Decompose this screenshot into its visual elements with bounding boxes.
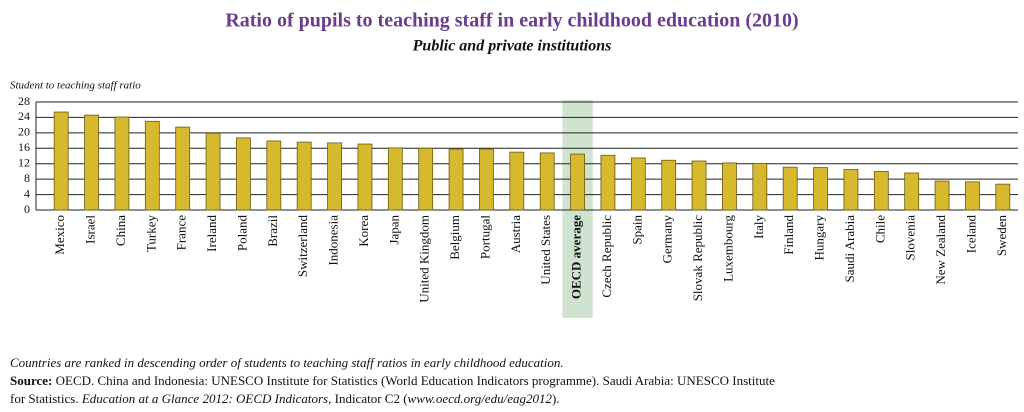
bar: [570, 153, 585, 211]
bar: [418, 147, 434, 211]
x-tick-label: Czech Republic: [599, 215, 614, 298]
y-tick-label: 28: [18, 94, 30, 108]
x-tick-label: Spain: [629, 215, 644, 245]
x-tick-label: New Zealand: [933, 215, 948, 285]
x-tick-label: Italy: [751, 215, 766, 239]
x-tick-label: Slovak Republic: [690, 215, 705, 302]
y-tick-label: 12: [18, 155, 30, 169]
x-tick-label: Sweden: [994, 215, 1009, 257]
bar: [327, 142, 342, 211]
x-tick-label: Japan: [386, 215, 401, 245]
x-tick-label: Saudi Arabia: [842, 215, 857, 283]
y-tick-label: 0: [24, 202, 30, 216]
bar: [84, 114, 99, 211]
x-tick-label: Portugal: [477, 215, 492, 259]
chart-title: Ratio of pupils to teaching staff in ear…: [225, 10, 798, 32]
x-tick-label: Ireland: [204, 215, 219, 252]
source-text: for Statistics.: [10, 391, 82, 406]
source-text: Education at a Glance 2012: OECD Indicat…: [81, 391, 328, 406]
x-tick-label: Iceland: [963, 215, 978, 254]
y-tick-label: 8: [24, 171, 30, 185]
x-tick-label: Turkey: [143, 215, 158, 253]
bar: [782, 166, 798, 211]
bar: [509, 151, 525, 211]
bar: [873, 171, 889, 211]
source-line: Source: OECD. China and Indonesia: UNESC…: [10, 373, 775, 388]
x-tick-label: Luxembourg: [720, 215, 735, 282]
bar: [175, 126, 191, 211]
bar: [630, 157, 646, 211]
x-tick-label: Germany: [660, 215, 675, 264]
bar: [934, 180, 950, 211]
x-tick-label: Israel: [83, 215, 98, 244]
note: Countries are ranked in descending order…: [10, 355, 564, 370]
x-tick-label: Switzerland: [295, 215, 310, 278]
x-tick-label: Indonesia: [326, 215, 341, 266]
y-tick-label: 16: [18, 140, 30, 154]
y-tick-label: 24: [18, 109, 30, 123]
bar: [387, 147, 403, 211]
bar: [995, 183, 1011, 211]
x-tick-label: China: [113, 215, 128, 246]
source-text: ).: [552, 391, 560, 406]
x-tick-label: Finland: [781, 215, 796, 255]
bar: [600, 154, 616, 211]
y-tick-label: 4: [24, 186, 30, 200]
bar: [296, 141, 312, 211]
bar: [53, 111, 69, 211]
bar: [691, 160, 707, 211]
bar: [144, 120, 160, 211]
bar: [357, 143, 373, 211]
bar: [205, 132, 221, 211]
bar: [479, 148, 494, 211]
x-tick-label: United Kingdom: [417, 215, 432, 303]
bar: [843, 169, 859, 211]
bar: [965, 181, 980, 211]
x-tick-label: Hungary: [812, 215, 827, 261]
bar: [752, 162, 768, 211]
y-tick-label: 20: [18, 125, 30, 139]
x-tick-label: Belgium: [447, 215, 462, 260]
x-tick-label: Brazil: [265, 215, 280, 247]
source-text: www.oecd.org/edu/eag2012: [408, 391, 553, 406]
x-tick-label: Korea: [356, 215, 371, 247]
x-tick-label: OECD average: [569, 215, 584, 299]
bar: [813, 167, 828, 211]
bar: [661, 159, 677, 211]
source-line: for Statistics. Education at a Glance 20…: [10, 391, 560, 406]
x-tick-label: Mexico: [52, 215, 67, 255]
x-tick-label: United States: [538, 215, 553, 285]
source-text: Source:: [10, 373, 52, 388]
bar: [114, 116, 130, 211]
chart-subtitle: Public and private institutions: [412, 38, 612, 55]
x-tick-label: Chile: [872, 215, 887, 243]
bar: [539, 152, 555, 211]
bar: [236, 137, 251, 211]
x-tick-label: France: [174, 215, 189, 251]
bar: [266, 140, 282, 211]
source-text: , Indicator C2 (: [328, 391, 407, 406]
x-tick-label: Austria: [508, 215, 523, 254]
source-text: OECD. China and Indonesia: UNESCO Instit…: [52, 373, 775, 388]
bar: [722, 162, 737, 211]
bar: [448, 148, 464, 211]
x-tick-label: Slovenia: [903, 215, 918, 261]
x-tick-label: Poland: [234, 215, 249, 252]
bar: [904, 172, 920, 211]
y-axis-label: Student to teaching staff ratio: [10, 80, 141, 92]
